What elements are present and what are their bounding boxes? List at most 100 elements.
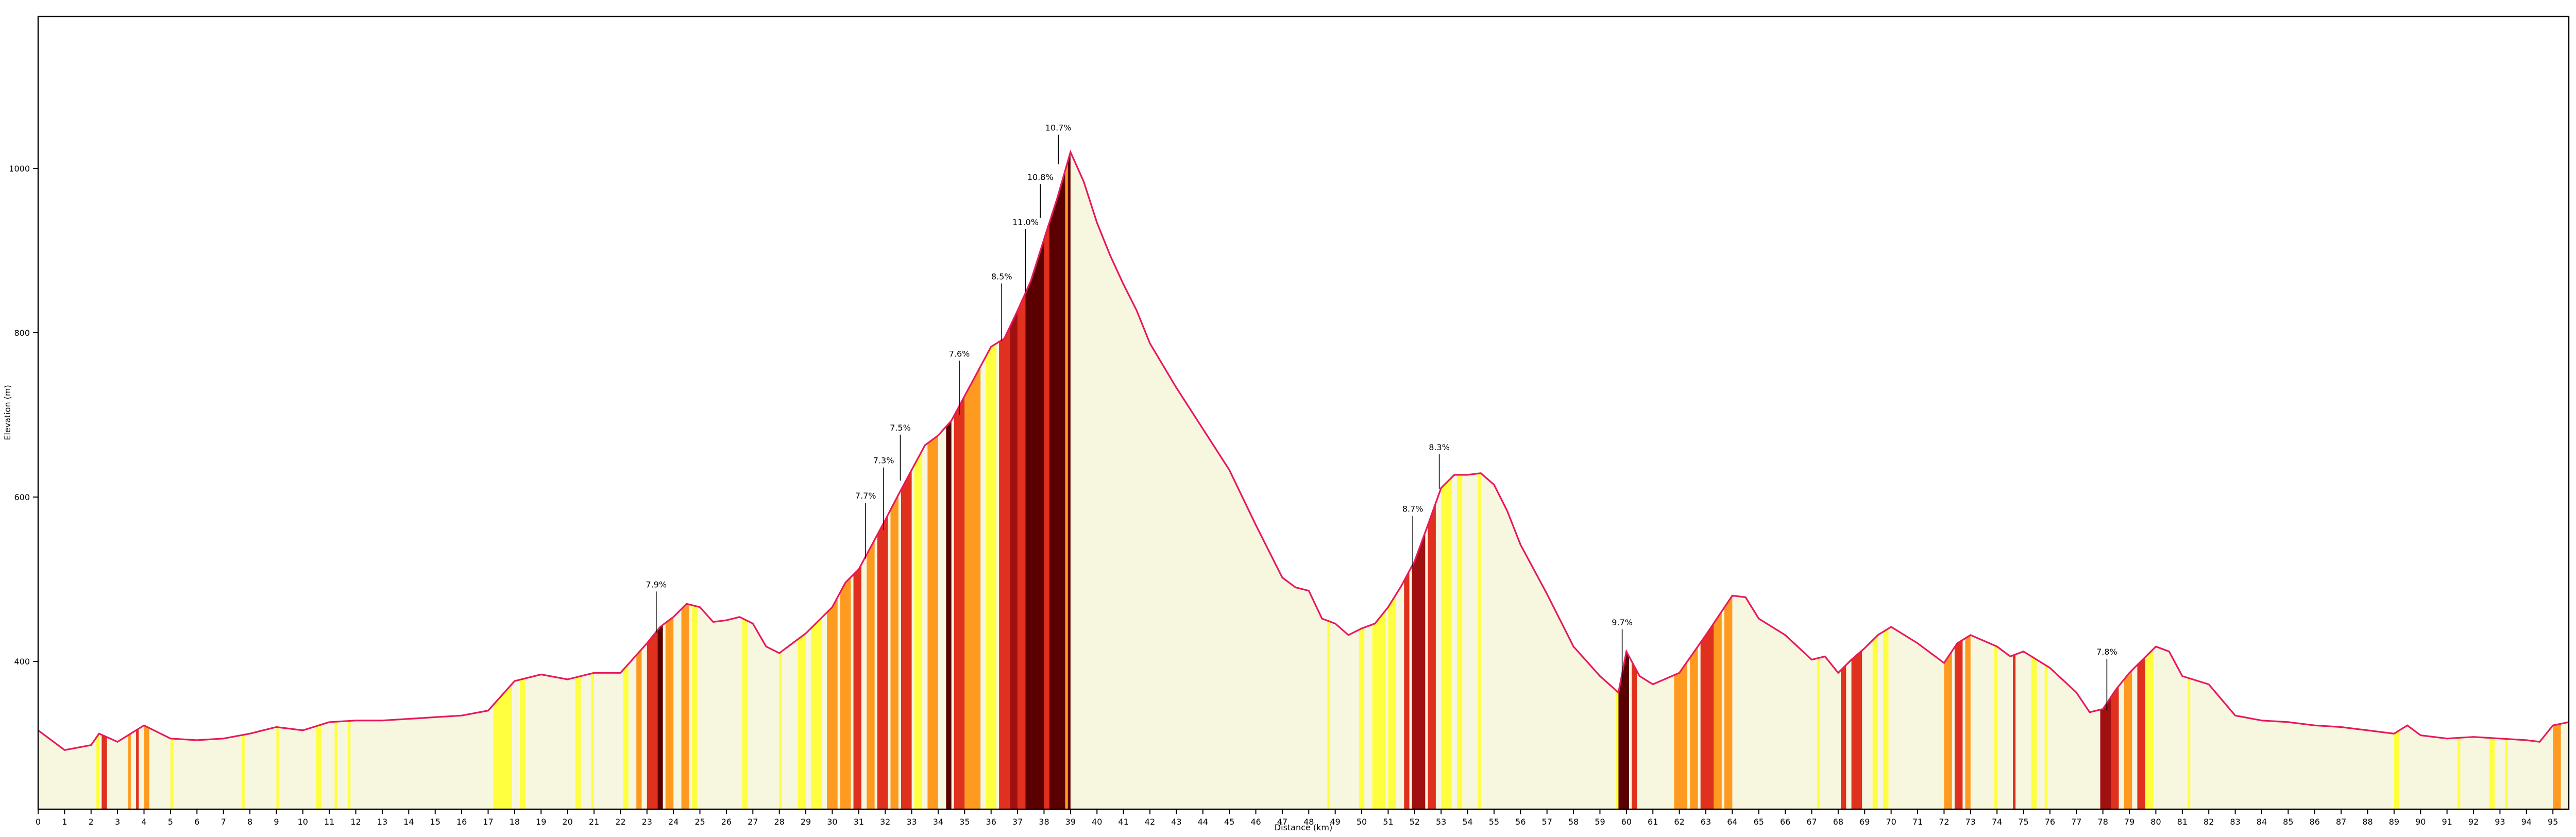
- x-tick-label: 37: [1012, 817, 1023, 827]
- annotation-label: 8.7%: [1402, 504, 1423, 514]
- gradient-band: [1327, 152, 1330, 809]
- gradient-band: [779, 152, 782, 809]
- x-tick-label: 24: [668, 817, 679, 827]
- gradient-band: [946, 152, 952, 809]
- gradient-band: [1018, 152, 1026, 809]
- gradient-band: [101, 152, 107, 809]
- gradient-band: [1049, 152, 1065, 809]
- x-tick-label: 51: [1383, 817, 1393, 827]
- annotation-label: 11.0%: [1012, 217, 1039, 227]
- gradient-band: [1025, 152, 1044, 809]
- x-tick-label: 41: [1118, 817, 1128, 827]
- gradient-band: [1632, 152, 1637, 809]
- x-tick-label: 39: [1065, 817, 1076, 827]
- y-tick-label: 1000: [9, 164, 30, 174]
- x-tick-label: 12: [350, 817, 361, 827]
- gradient-band: [316, 152, 321, 809]
- gradient-band: [927, 152, 938, 809]
- gradient-band: [890, 152, 899, 809]
- x-tick-label: 16: [456, 817, 467, 827]
- x-tick-label: 77: [2071, 817, 2081, 827]
- gradient-band: [867, 152, 875, 809]
- x-tick-label: 58: [1568, 817, 1579, 827]
- x-tick-label: 53: [1436, 817, 1446, 827]
- x-tick-label: 55: [1489, 817, 1499, 827]
- gradient-band: [1441, 152, 1452, 809]
- x-tick-label: 70: [1886, 817, 1896, 827]
- x-tick-label: 90: [2415, 817, 2426, 827]
- x-tick-label: 10: [298, 817, 308, 827]
- x-tick-label: 44: [1198, 817, 1208, 827]
- x-tick-label: 28: [774, 817, 784, 827]
- gradient-band: [811, 152, 822, 809]
- gradient-band: [2013, 152, 2016, 809]
- x-tick-label: 13: [377, 817, 387, 827]
- gradient-band: [1700, 152, 1714, 809]
- gradient-band: [334, 152, 337, 809]
- x-tick-label: 15: [430, 817, 440, 827]
- x-tick-label: 65: [1754, 817, 1764, 827]
- gradient-band: [128, 152, 131, 809]
- gradient-band: [2489, 152, 2495, 809]
- annotation-label: 7.8%: [2096, 647, 2117, 657]
- x-tick-label: 61: [1648, 817, 1658, 827]
- annotation-label: 10.8%: [1027, 172, 1054, 182]
- gradient-band: [276, 152, 279, 809]
- x-tick-label: 45: [1224, 817, 1234, 827]
- x-tick-label: 40: [1092, 817, 1102, 827]
- x-tick-label: 34: [933, 817, 943, 827]
- x-tick-label: 49: [1330, 817, 1340, 827]
- x-tick-label: 89: [2389, 817, 2399, 827]
- gradient-band: [1388, 152, 1396, 809]
- annotation-label: 7.7%: [855, 491, 876, 501]
- x-tick-label: 22: [615, 817, 625, 827]
- gradient-band: [636, 152, 642, 809]
- x-tick-label: 73: [1965, 817, 1976, 827]
- x-tick-label: 50: [1357, 817, 1367, 827]
- profile-line: [38, 149, 2569, 751]
- x-tick-label: 0: [36, 817, 41, 827]
- x-tick-label: 3: [115, 817, 120, 827]
- x-tick-label: 76: [2045, 817, 2055, 827]
- gradient-band: [665, 152, 674, 809]
- x-tick-label: 91: [2442, 817, 2452, 827]
- gradient-band: [1412, 152, 1426, 809]
- x-tick-label: 18: [510, 817, 520, 827]
- y-tick-label: 800: [14, 328, 30, 338]
- x-tick-label: 5: [168, 817, 173, 827]
- gradient-band: [1372, 152, 1386, 809]
- x-tick-label: 80: [2150, 817, 2161, 827]
- x-tick-label: 95: [2548, 817, 2558, 827]
- x-tick-label: 68: [1833, 817, 1843, 827]
- gradient-band: [1067, 152, 1071, 809]
- x-tick-label: 35: [959, 817, 970, 827]
- x-tick-label: 52: [1410, 817, 1420, 827]
- x-tick-label: 47: [1277, 817, 1287, 827]
- x-tick-label: 6: [194, 817, 199, 827]
- x-tick-label: 69: [1859, 817, 1870, 827]
- x-tick-label: 85: [2283, 817, 2293, 827]
- gradient-band: [1009, 152, 1018, 809]
- x-tick-label: 48: [1303, 817, 1314, 827]
- gradient-band: [170, 152, 174, 809]
- x-tick-label: 84: [2257, 817, 2267, 827]
- gradient-band: [520, 152, 526, 809]
- x-tick-label: 54: [1462, 817, 1472, 827]
- x-tick-label: 27: [748, 817, 758, 827]
- x-tick-label: 38: [1039, 817, 1049, 827]
- x-tick-label: 62: [1674, 817, 1684, 827]
- y-axis-label: Elevation (m): [3, 385, 12, 440]
- x-tick-label: 8: [247, 817, 252, 827]
- x-tick-label: 11: [324, 817, 334, 827]
- x-tick-label: 29: [801, 817, 811, 827]
- x-tick-label: 33: [906, 817, 917, 827]
- gradient-band: [1817, 152, 1820, 809]
- annotation-label: 9.7%: [1612, 618, 1633, 627]
- gradient-band: [914, 152, 923, 809]
- x-axis-label: Distance (km): [1275, 823, 1332, 832]
- x-tick-label: 72: [1939, 817, 1949, 827]
- x-tick-label: 57: [1542, 817, 1552, 827]
- gradient-band: [136, 152, 139, 809]
